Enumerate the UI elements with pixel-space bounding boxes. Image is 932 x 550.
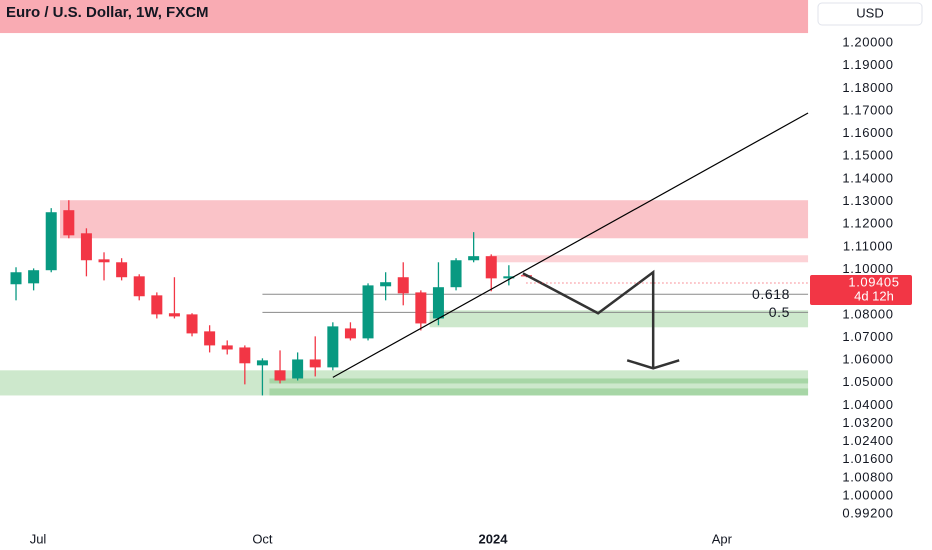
candle-body: [485, 256, 497, 279]
y-tick-label: 1.01600: [842, 451, 893, 466]
candle-body: [292, 359, 304, 379]
candle-body: [397, 277, 409, 294]
arrow-head: [626, 359, 680, 370]
zone: [269, 378, 809, 384]
y-tick-label: 0.99200: [842, 506, 893, 521]
zone: [60, 200, 809, 239]
candle-body: [186, 314, 198, 334]
y-tick-label: 1.05000: [842, 374, 893, 389]
candle-body: [327, 326, 339, 368]
candle-body: [380, 282, 392, 287]
x-tick-label: Apr: [712, 531, 733, 546]
candle-body: [45, 212, 57, 271]
y-tick-label: 1.03200: [842, 415, 893, 430]
x-tick-label: 2024: [479, 531, 509, 546]
candle-body: [221, 345, 233, 350]
y-tick-label: 1.02400: [842, 433, 893, 448]
y-tick-label: 1.19000: [842, 57, 893, 72]
plot: 0.618 0.5: [10, 112, 810, 396]
chart-title: Euro / U.S. Dollar, 1W, FXCM: [6, 4, 209, 21]
projection-path: [522, 269, 655, 369]
y-tick-label: 1.11000: [843, 238, 893, 253]
y-tick-label: 1.08000: [842, 306, 893, 321]
candle-body: [450, 260, 462, 288]
currency-button[interactable]: [817, 2, 923, 26]
candle-body: [468, 256, 480, 261]
y-tick-label: 1.12000: [842, 216, 893, 231]
candle-body: [274, 370, 286, 381]
candle-body: [204, 331, 216, 346]
candle-body: [151, 295, 163, 315]
currency-label[interactable]: USD: [856, 5, 883, 20]
candle-body: [10, 272, 22, 285]
x-tick-label: Jul: [30, 531, 47, 546]
y-tick-label: 1.07000: [842, 329, 893, 344]
fib-label: 0.5: [769, 304, 790, 320]
y-tick-label: 1.17000: [842, 102, 893, 117]
y-tick-label: 1.13000: [842, 193, 893, 208]
candle-body: [133, 276, 145, 297]
candle-body: [98, 259, 110, 263]
candle-body: [362, 285, 374, 339]
y-tick-label: 1.18000: [842, 80, 893, 95]
y-tick-label: 1.06000: [842, 352, 893, 367]
candle-body: [256, 360, 268, 366]
candle-body: [503, 276, 515, 279]
candle-body: [239, 347, 251, 364]
candle-body: [80, 233, 92, 261]
zone: [269, 388, 809, 396]
y-tick-label: 1.20000: [842, 34, 893, 49]
x-tick-label: Oct: [252, 531, 273, 546]
trend-line: [332, 112, 809, 378]
zone: [0, 0, 809, 34]
y-tick-label: 1.15000: [842, 148, 893, 163]
candle-body: [168, 313, 180, 317]
y-tick-label: 1.14000: [842, 170, 893, 185]
last-price-tag: [810, 275, 912, 306]
candle-body: [344, 328, 356, 339]
fib-label: 0.618: [752, 286, 790, 302]
candle-body: [415, 292, 427, 324]
zone: [489, 255, 809, 263]
candle-body: [309, 359, 321, 368]
y-tick-label: 1.00000: [842, 487, 893, 502]
y-tick-label: 1.00800: [842, 469, 893, 484]
zone: [429, 310, 809, 328]
candle-body: [63, 210, 75, 236]
y-tick-label: 1.16000: [842, 125, 893, 140]
candle-body: [116, 262, 128, 278]
y-tick-label: 1.04000: [842, 397, 893, 412]
y-tick-label: 1.10000: [842, 261, 893, 276]
countdown-label: 4d 12h: [854, 288, 894, 303]
last-price-label: 1.09405: [848, 274, 899, 289]
candle-body: [28, 270, 40, 284]
zones: [0, 0, 809, 396]
candle-body: [432, 287, 444, 319]
